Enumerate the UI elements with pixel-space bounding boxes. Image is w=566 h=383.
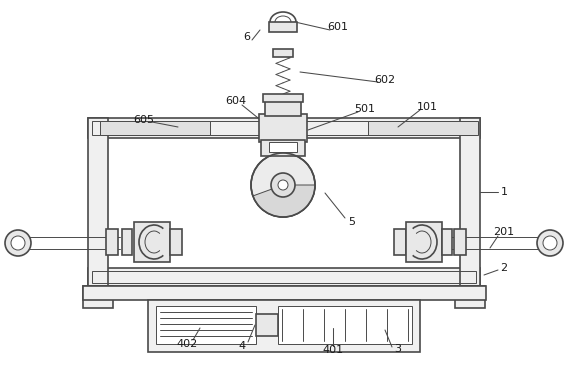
- Text: 4: 4: [238, 341, 246, 351]
- Bar: [273, 49, 293, 57]
- Wedge shape: [253, 185, 315, 217]
- Bar: [263, 94, 303, 102]
- Bar: [92, 121, 476, 135]
- Bar: [92, 271, 476, 283]
- Bar: [106, 229, 118, 255]
- Text: 5: 5: [349, 217, 355, 227]
- Bar: [148, 300, 420, 352]
- Bar: [88, 118, 108, 286]
- Bar: [83, 286, 113, 308]
- Bar: [265, 100, 301, 116]
- Text: 201: 201: [494, 227, 514, 237]
- Circle shape: [11, 236, 25, 250]
- Text: 602: 602: [375, 75, 396, 85]
- Bar: [100, 121, 210, 135]
- Text: 501: 501: [354, 104, 375, 114]
- Bar: [259, 114, 307, 142]
- Text: 601: 601: [328, 22, 349, 32]
- Bar: [269, 22, 297, 32]
- Bar: [269, 142, 297, 152]
- Circle shape: [5, 230, 31, 256]
- Text: 604: 604: [225, 96, 247, 106]
- Text: 3: 3: [395, 344, 401, 354]
- Text: 401: 401: [323, 345, 344, 355]
- Bar: [170, 229, 182, 255]
- Bar: [88, 268, 480, 286]
- Bar: [394, 229, 406, 255]
- Circle shape: [278, 180, 288, 190]
- Bar: [261, 140, 305, 156]
- Bar: [455, 286, 485, 308]
- Text: 6: 6: [243, 32, 251, 42]
- Text: 101: 101: [417, 102, 438, 112]
- Bar: [156, 306, 256, 344]
- Bar: [278, 306, 412, 344]
- Circle shape: [251, 153, 315, 217]
- Bar: [460, 118, 480, 286]
- Text: 2: 2: [500, 263, 508, 273]
- Circle shape: [271, 173, 295, 197]
- Bar: [83, 286, 486, 300]
- Text: 605: 605: [134, 115, 155, 125]
- Text: 402: 402: [177, 339, 198, 349]
- Text: 1: 1: [500, 187, 508, 197]
- Bar: [122, 229, 132, 255]
- Bar: [454, 229, 466, 255]
- Bar: [442, 229, 452, 255]
- Bar: [88, 118, 480, 138]
- Bar: [368, 121, 478, 135]
- Circle shape: [537, 230, 563, 256]
- Circle shape: [543, 236, 557, 250]
- Bar: [134, 222, 170, 262]
- Bar: [256, 314, 278, 336]
- Bar: [406, 222, 442, 262]
